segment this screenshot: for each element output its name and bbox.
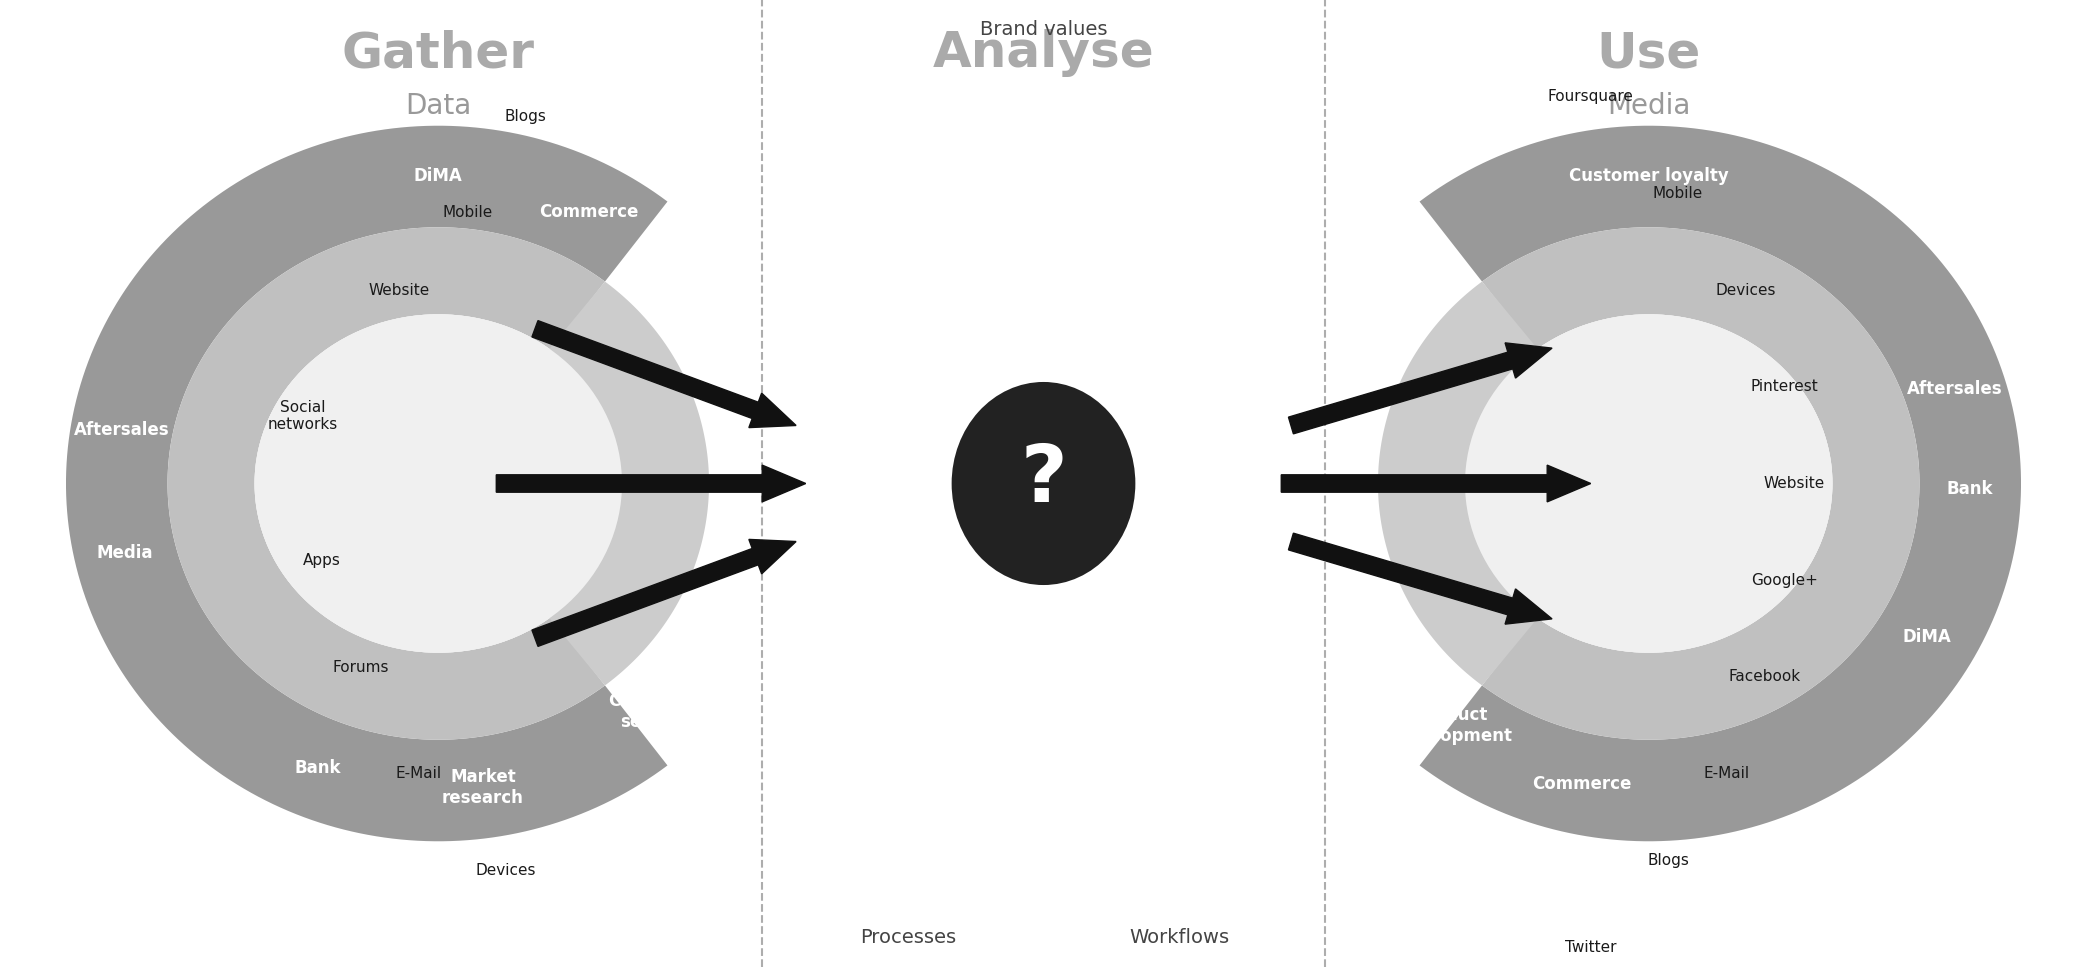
Text: Customer
service: Customer service bbox=[607, 692, 699, 731]
Text: DiMA: DiMA bbox=[413, 167, 463, 186]
Text: Brand values: Brand values bbox=[979, 19, 1108, 39]
FancyArrow shape bbox=[497, 465, 806, 502]
Text: ?: ? bbox=[1021, 441, 1066, 518]
FancyArrow shape bbox=[532, 321, 795, 427]
Ellipse shape bbox=[952, 382, 1135, 585]
Text: Apps: Apps bbox=[303, 553, 340, 569]
Text: Media: Media bbox=[96, 543, 152, 562]
Text: Pinterest: Pinterest bbox=[1751, 379, 1818, 395]
Text: Google+: Google+ bbox=[1751, 572, 1818, 588]
Text: Mobile: Mobile bbox=[442, 205, 493, 220]
Text: Commerce: Commerce bbox=[541, 203, 639, 221]
Text: Use: Use bbox=[1597, 29, 1701, 77]
Ellipse shape bbox=[1465, 314, 1832, 653]
Text: Mobile: Mobile bbox=[1653, 186, 1703, 201]
Polygon shape bbox=[1482, 227, 1920, 740]
Text: Website: Website bbox=[369, 282, 430, 298]
Text: Aftersales: Aftersales bbox=[73, 422, 169, 439]
Text: Data: Data bbox=[405, 93, 472, 120]
Polygon shape bbox=[438, 281, 710, 686]
Text: Commerce: Commerce bbox=[1532, 775, 1632, 793]
FancyArrow shape bbox=[1288, 533, 1553, 624]
Text: Facebook: Facebook bbox=[1728, 669, 1801, 685]
Text: Aftersales: Aftersales bbox=[1908, 380, 2001, 397]
Text: Customer loyalty: Customer loyalty bbox=[1569, 167, 1728, 186]
Text: Foursquare: Foursquare bbox=[1549, 89, 1634, 104]
Text: Website: Website bbox=[1764, 476, 1824, 491]
Text: E-Mail: E-Mail bbox=[397, 766, 442, 781]
Ellipse shape bbox=[1465, 314, 1832, 653]
FancyArrow shape bbox=[1281, 465, 1590, 502]
Text: Analyse: Analyse bbox=[933, 29, 1154, 77]
Text: Forums: Forums bbox=[332, 659, 388, 675]
Text: Market
research: Market research bbox=[442, 768, 524, 806]
Text: Bank: Bank bbox=[1947, 480, 1993, 498]
Ellipse shape bbox=[255, 314, 622, 653]
Text: Gather: Gather bbox=[342, 29, 534, 77]
Text: Processes: Processes bbox=[860, 928, 956, 948]
Text: DiMA: DiMA bbox=[1903, 628, 1951, 646]
Text: Devices: Devices bbox=[476, 863, 536, 878]
Text: Social
networks: Social networks bbox=[267, 399, 338, 432]
Polygon shape bbox=[167, 227, 605, 740]
Text: Media: Media bbox=[1607, 93, 1690, 120]
Text: Devices: Devices bbox=[1716, 282, 1776, 298]
Text: Blogs: Blogs bbox=[505, 108, 547, 124]
Text: E-Mail: E-Mail bbox=[1703, 766, 1749, 781]
Polygon shape bbox=[67, 126, 668, 841]
Ellipse shape bbox=[255, 314, 622, 653]
Text: Product
development: Product development bbox=[1390, 706, 1513, 745]
Polygon shape bbox=[1377, 281, 1649, 686]
Polygon shape bbox=[1419, 126, 2020, 841]
Text: Twitter: Twitter bbox=[1565, 940, 1617, 955]
FancyArrow shape bbox=[532, 540, 795, 646]
Text: Bank: Bank bbox=[294, 759, 340, 777]
Text: Blogs: Blogs bbox=[1647, 853, 1688, 868]
FancyArrow shape bbox=[1288, 343, 1553, 434]
Text: Workflows: Workflows bbox=[1129, 928, 1229, 948]
